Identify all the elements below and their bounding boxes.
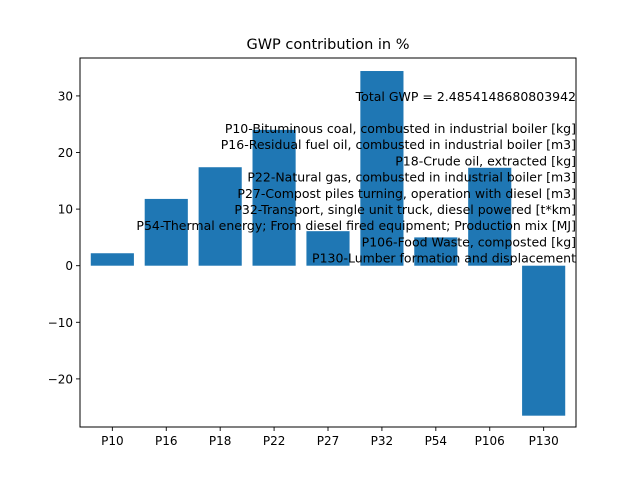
y-axis: −20 −10 0 10 20 30 [48,89,80,386]
y-tick-label: 30 [58,89,73,103]
chart-title: GWP contribution in % [246,37,409,53]
bars-layer [90,71,566,416]
y-tick-label: 0 [65,259,73,273]
process-legend-line: P106-Food Waste, composted [kg] [362,234,576,249]
x-tick-label: P32 [371,434,394,448]
process-legend-line: P10-Bituminous coal, combusted in indust… [225,121,576,136]
bar-p10 [90,253,134,266]
x-tick-label: P22 [263,434,286,448]
process-legend-line: P130-Lumber formation and displacement [312,251,576,266]
process-legend-line: P32-Transport, single unit truck, diesel… [234,202,576,217]
process-legend-line: P54-Thermal energy; From diesel fired eq… [136,218,576,233]
bar-p22 [252,129,296,266]
y-tick-label: −10 [48,316,73,330]
bar-p16 [144,198,188,266]
bar-p27 [306,231,350,266]
x-tick-label: P130 [529,434,559,448]
bar-p106 [468,167,512,266]
process-legend-line: P22-Natural gas, combusted in industrial… [247,170,576,185]
x-tick-label: P106 [475,434,505,448]
x-tick-label: P16 [155,434,178,448]
x-tick-label: P27 [317,434,340,448]
bar-p54 [414,237,458,266]
x-tick-label: P54 [425,434,448,448]
process-legend-line: P18-Crude oil, extracted [kg] [395,153,576,168]
bar-p32 [360,71,404,266]
x-axis: P10 P16 P18 P22 P27 P32 P54 P106 P130 [101,427,559,448]
total-gwp-annotation: Total GWP = 2.4854148680803942 [355,89,576,104]
process-legend-line: P16-Residual fuel oil, combusted in indu… [221,137,576,152]
process-legend-line: P27-Compost piles turning, operation wit… [237,186,576,201]
process-legend-annotation: P10-Bituminous coal, combusted in indust… [136,121,576,266]
y-tick-label: 20 [58,146,73,160]
bar-p18 [198,167,242,266]
bar-p130 [522,265,566,416]
y-tick-label: 10 [58,203,73,217]
x-tick-label: P18 [209,434,232,448]
x-tick-label: P10 [101,434,124,448]
y-tick-label: −20 [48,372,73,386]
